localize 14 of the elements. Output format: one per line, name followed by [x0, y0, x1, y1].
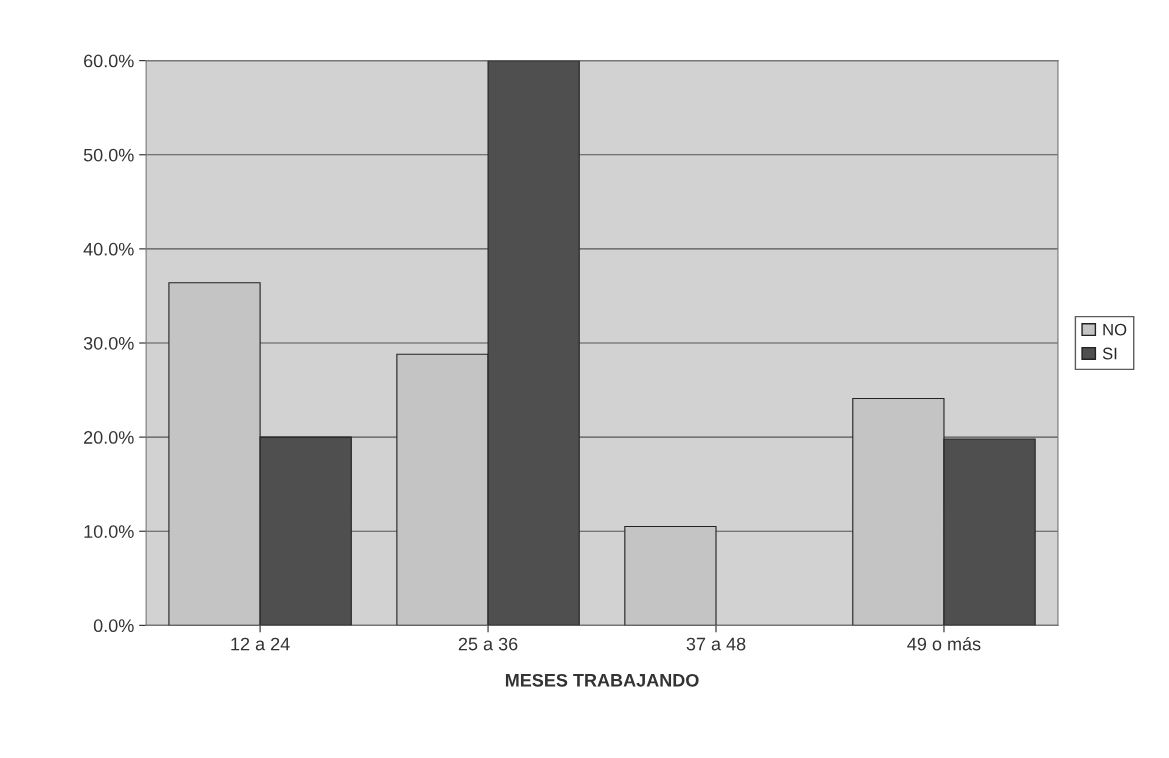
- x-axis-title: MESES TRABAJANDO: [505, 673, 699, 687]
- y-tick-label: 0.0%: [93, 619, 134, 633]
- y-tick-label: 50.0%: [83, 148, 134, 162]
- x-tick-label: 25 a 36: [458, 637, 518, 651]
- x-tick-label: 12 a 24: [231, 637, 290, 651]
- y-tick-label: 40.0%: [83, 242, 134, 256]
- legend-label: SI: [1102, 347, 1117, 360]
- x-tick-label: 37 a 48: [686, 637, 746, 651]
- y-tick-label: 30.0%: [83, 336, 134, 350]
- x-tick-label: 49 o más: [907, 636, 981, 651]
- y-tick-label: 60.0%: [84, 54, 134, 68]
- y-tick-label: 10.0%: [84, 525, 134, 538]
- legend-label: NO: [1103, 323, 1127, 336]
- y-tick-label: 20.0%: [84, 431, 134, 444]
